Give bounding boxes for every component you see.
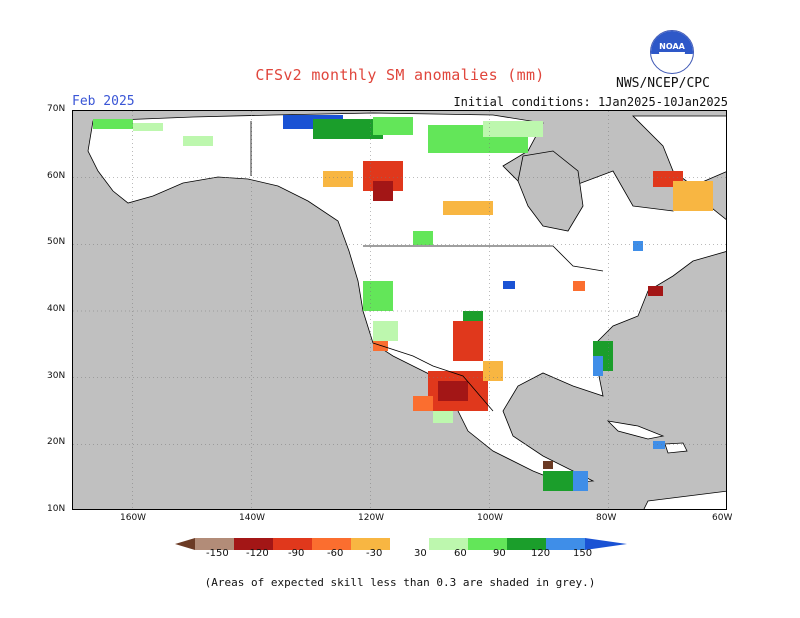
- colorbar-bin-8: [468, 538, 507, 550]
- noaa-logo-text: NOAA: [659, 42, 685, 51]
- land-hispaniola: [664, 442, 688, 454]
- colorbar-label-m120: -120: [246, 548, 269, 559]
- graticule: [73, 111, 726, 509]
- dry-anomalies: [323, 161, 713, 469]
- colorbar-bin-5: [351, 538, 390, 550]
- colorbar-svg: [175, 538, 627, 550]
- colorbar-bin-3: [273, 538, 312, 550]
- lat-label-50n: 50N: [47, 237, 66, 247]
- colorbar-arrow-left: [175, 538, 195, 550]
- lon-label-160w: 160W: [120, 513, 147, 523]
- colorbar-bin-1: [195, 538, 234, 550]
- initial-conditions: Initial conditions: 1Jan2025-10Jan2025: [453, 95, 728, 109]
- lon-label-60w: 60W: [712, 513, 733, 523]
- lat-label-20n: 20N: [47, 437, 66, 447]
- skill-footnote: (Areas of expected skill less than 0.3 a…: [204, 576, 596, 589]
- map-title: CFSv2 monthly SM anomalies (mm): [255, 66, 545, 84]
- border-us-mexico: [372, 342, 494, 412]
- colorbar-label-m150: -150: [206, 548, 229, 559]
- colorbar-bin-10: [546, 538, 585, 550]
- colorbar-label-120: 120: [531, 548, 551, 559]
- colorbar-bin-2: [234, 538, 273, 550]
- wet-anomalies: [93, 115, 665, 491]
- colorbar-bin-6: [390, 538, 429, 550]
- lat-label-60n: 60N: [47, 171, 66, 181]
- colorbar-label-m60: -60: [327, 548, 344, 559]
- lon-label-140w: 140W: [239, 513, 266, 523]
- land-south-america: [643, 490, 726, 509]
- colorbar-bin-7: [429, 538, 468, 550]
- anomaly-map: [72, 110, 727, 510]
- colorbar-label-60: 60: [454, 548, 467, 559]
- map-canvas: [73, 111, 726, 509]
- lat-label-10n: 10N: [47, 504, 66, 514]
- colorbar-label-m30: -30: [366, 548, 383, 559]
- lon-label-100w: 100W: [477, 513, 504, 523]
- lat-label-30n: 30N: [47, 371, 66, 381]
- colorbar: [175, 535, 627, 550]
- land-cuba: [606, 420, 665, 440]
- lat-label-40n: 40N: [47, 304, 66, 314]
- colorbar-bin-9: [507, 538, 546, 550]
- colorbar-label-150: 150: [573, 548, 593, 559]
- colorbar-label-m90: -90: [288, 548, 305, 559]
- colorbar-bin-4: [312, 538, 351, 550]
- colorbar-label-90: 90: [493, 548, 506, 559]
- noaa-logo: NOAA: [650, 30, 694, 74]
- colorbar-arrow-right: [585, 538, 627, 550]
- lon-label-80w: 80W: [596, 513, 617, 523]
- border-us-canada: [363, 245, 604, 272]
- colorbar-label-30: 30: [414, 548, 427, 559]
- forecast-month: Feb 2025: [72, 94, 135, 109]
- lat-label-70n: 70N: [47, 104, 66, 114]
- lon-label-120w: 120W: [358, 513, 385, 523]
- agency-label: NWS/NCEP/CPC: [616, 76, 710, 91]
- hudson-bay: [517, 150, 584, 232]
